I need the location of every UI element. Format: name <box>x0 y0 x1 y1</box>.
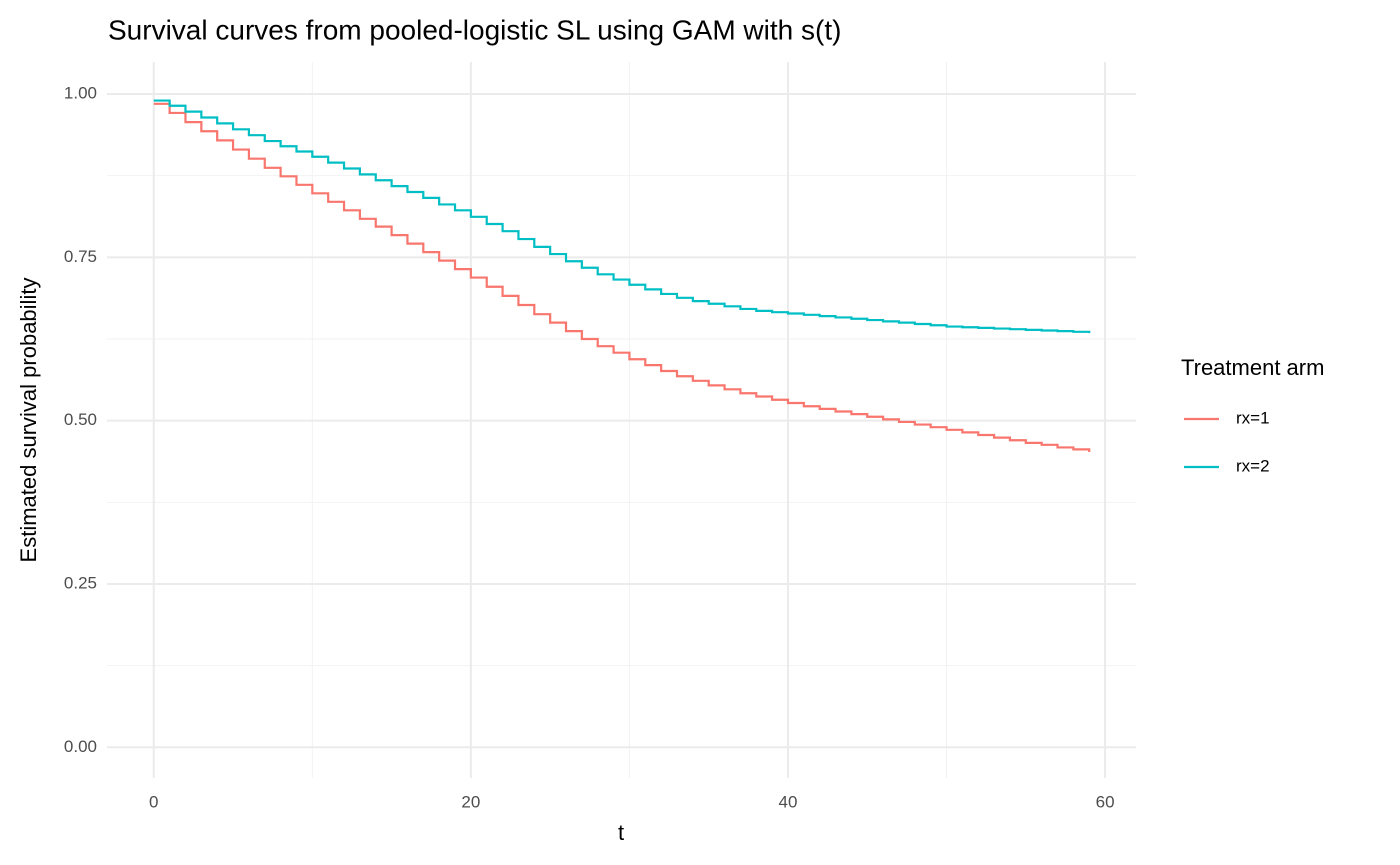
x-tick-label: 0 <box>149 792 158 811</box>
survival-line <box>153 99 1091 334</box>
y-tick-label: 0.75 <box>64 247 97 266</box>
y-tick-label: 0.25 <box>64 573 97 592</box>
x-tick-label: 40 <box>779 792 798 811</box>
survival-line <box>153 102 1091 453</box>
x-axis-label: t <box>618 820 624 845</box>
y-tick-label: 1.00 <box>64 83 97 102</box>
x-tick-label: 60 <box>1096 792 1115 811</box>
legend-label: rx=2 <box>1236 456 1270 475</box>
legend-label: rx=1 <box>1236 408 1270 427</box>
x-tick-label: 20 <box>461 792 480 811</box>
y-axis-label: Estimated survival probability <box>16 278 41 563</box>
y-tick-label: 0.00 <box>64 737 97 756</box>
chart-title: Survival curves from pooled-logistic SL … <box>108 14 841 45</box>
legend-title: Treatment arm <box>1181 355 1324 380</box>
y-tick-label: 0.50 <box>64 410 97 429</box>
